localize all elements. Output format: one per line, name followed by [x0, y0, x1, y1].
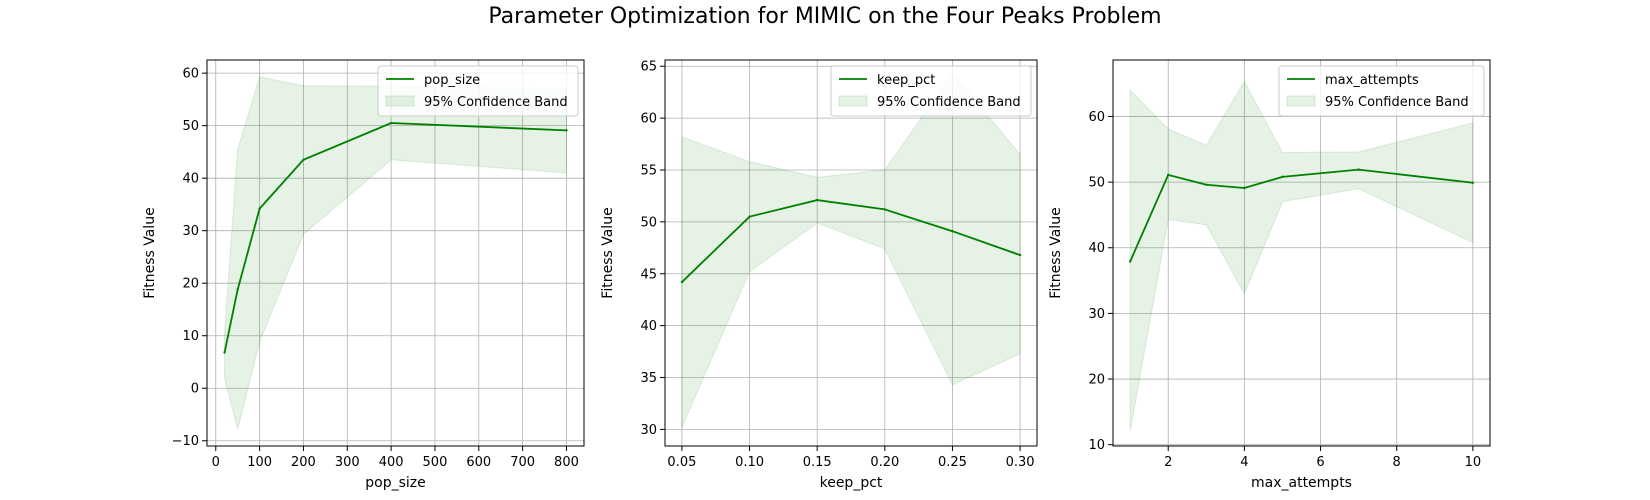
- y-tick-label: 30: [640, 423, 657, 438]
- data-point: [748, 215, 751, 218]
- axes-frame: [1112, 59, 1491, 447]
- data-point: [1128, 260, 1132, 263]
- y-tick-label: 40: [1088, 241, 1105, 256]
- axes-frame: [206, 59, 585, 447]
- y-tick-label: 50: [1088, 176, 1105, 191]
- y-tick-label: 45: [640, 267, 657, 282]
- legend-box: [830, 65, 1032, 117]
- x-tick-label: 0.25: [938, 455, 967, 470]
- x-tick-label: 100: [247, 455, 272, 470]
- x-tick-label: 300: [335, 455, 360, 470]
- legend-series-label: keep_pct: [877, 73, 935, 88]
- y-tick-label: 30: [182, 224, 199, 239]
- x-tick-label: 500: [423, 455, 448, 470]
- x-tick-label: 10: [1465, 455, 1482, 470]
- legend-series-label: pop_size: [424, 73, 480, 88]
- y-axis-label: Fitness Value: [142, 207, 158, 298]
- subplot-2: 0.05 0.10 0.15 0.20 0.25 0.30 30 35 40 45 50 55 60 65…: [600, 59, 1038, 491]
- y-tick-label: −10: [172, 434, 199, 449]
- data-point: [1167, 173, 1170, 177]
- legend-series-label: max_attempts: [1325, 73, 1419, 88]
- data-point: [302, 158, 305, 161]
- y-tick-label: 60: [1088, 110, 1105, 125]
- x-tick-label: 0.20: [870, 455, 899, 470]
- y-tick-label: 40: [182, 172, 199, 187]
- y-axis-label: Fitness Value: [1048, 207, 1064, 298]
- legend: pop_size 95% Confidence Band: [377, 65, 579, 117]
- legend-band-swatch: [1286, 95, 1316, 107]
- x-tick-label: 600: [466, 455, 491, 470]
- series-line: [681, 199, 1021, 283]
- x-tick-label: 8: [1393, 455, 1401, 470]
- data-point: [389, 121, 393, 125]
- confidence-band: [681, 72, 1021, 428]
- y-tick-label: 20: [182, 277, 199, 292]
- data-point: [258, 207, 261, 210]
- x-tick-label: 0.10: [735, 455, 764, 470]
- x-tick-label: 700: [510, 455, 535, 470]
- x-tick-label: 0.15: [803, 455, 832, 470]
- y-tick-label: 10: [182, 329, 199, 344]
- series-line: [223, 122, 567, 353]
- legend-box: [377, 65, 579, 117]
- y-tick-label: 60: [182, 67, 199, 82]
- y-tick-label: 65: [640, 60, 657, 75]
- data-point: [1205, 183, 1208, 186]
- x-tick-label: 0: [212, 455, 220, 470]
- subplot-1: 0 100 200 300 400 500 600 700 800 −10 0 10 20 30 40 50 6…: [142, 59, 585, 491]
- legend-band-label: 95% Confidence Band: [424, 95, 568, 110]
- data-point: [1281, 175, 1284, 179]
- confidence-band: [1129, 80, 1474, 431]
- x-axis-label: max_attempts: [1251, 475, 1352, 491]
- legend-band-swatch: [838, 95, 868, 107]
- data-point: [1471, 181, 1475, 184]
- y-tick-label: 60: [640, 112, 657, 127]
- data-point: [1357, 168, 1360, 171]
- figure-title: Parameter Optimization for MIMIC on the …: [488, 4, 1162, 29]
- x-tick-label: 0.30: [1006, 455, 1035, 470]
- data-point: [1018, 253, 1022, 257]
- legend: max_attempts 95% Confidence Band: [1278, 65, 1485, 117]
- data-point: [951, 230, 954, 233]
- x-axis-label: pop_size: [365, 475, 425, 491]
- data-point: [680, 280, 684, 284]
- y-tick-label: 20: [1088, 373, 1105, 388]
- data-point: [1243, 186, 1246, 190]
- data-point: [223, 351, 226, 354]
- y-tick-label: 50: [640, 215, 657, 230]
- legend-band-label: 95% Confidence Band: [877, 95, 1021, 110]
- x-tick-label: 0.05: [667, 455, 696, 470]
- y-tick-label: 10: [1088, 438, 1105, 453]
- legend-box: [1278, 65, 1485, 117]
- x-tick-label: 400: [379, 455, 404, 470]
- data-point: [565, 129, 568, 132]
- data-point: [236, 288, 239, 291]
- data-point: [815, 198, 819, 202]
- x-axis-label: keep_pct: [820, 475, 883, 491]
- y-tick-label: 30: [1088, 307, 1105, 322]
- x-tick-label: 2: [1164, 455, 1172, 470]
- confidence-band: [224, 76, 567, 430]
- y-tick-label: 55: [640, 163, 657, 178]
- x-tick-label: 800: [554, 455, 579, 470]
- axes-frame: [664, 59, 1038, 447]
- data-point: [883, 208, 887, 211]
- legend-band-swatch: [385, 95, 415, 107]
- x-tick-label: 4: [1240, 455, 1248, 470]
- x-tick-label: 200: [291, 455, 316, 470]
- y-tick-label: 35: [640, 371, 657, 386]
- legend: keep_pct 95% Confidence Band: [830, 65, 1032, 117]
- y-tick-label: 50: [182, 119, 199, 134]
- y-axis-label: Fitness Value: [600, 207, 616, 298]
- x-tick-label: 6: [1316, 455, 1324, 470]
- y-tick-label: 40: [640, 319, 657, 334]
- legend-band-label: 95% Confidence Band: [1325, 95, 1469, 110]
- subplot-3: 2 4 6 8 10 10 20 30 40 50 60 max_attempts Fitness Va…: [1048, 59, 1491, 491]
- y-tick-label: 0: [191, 382, 199, 397]
